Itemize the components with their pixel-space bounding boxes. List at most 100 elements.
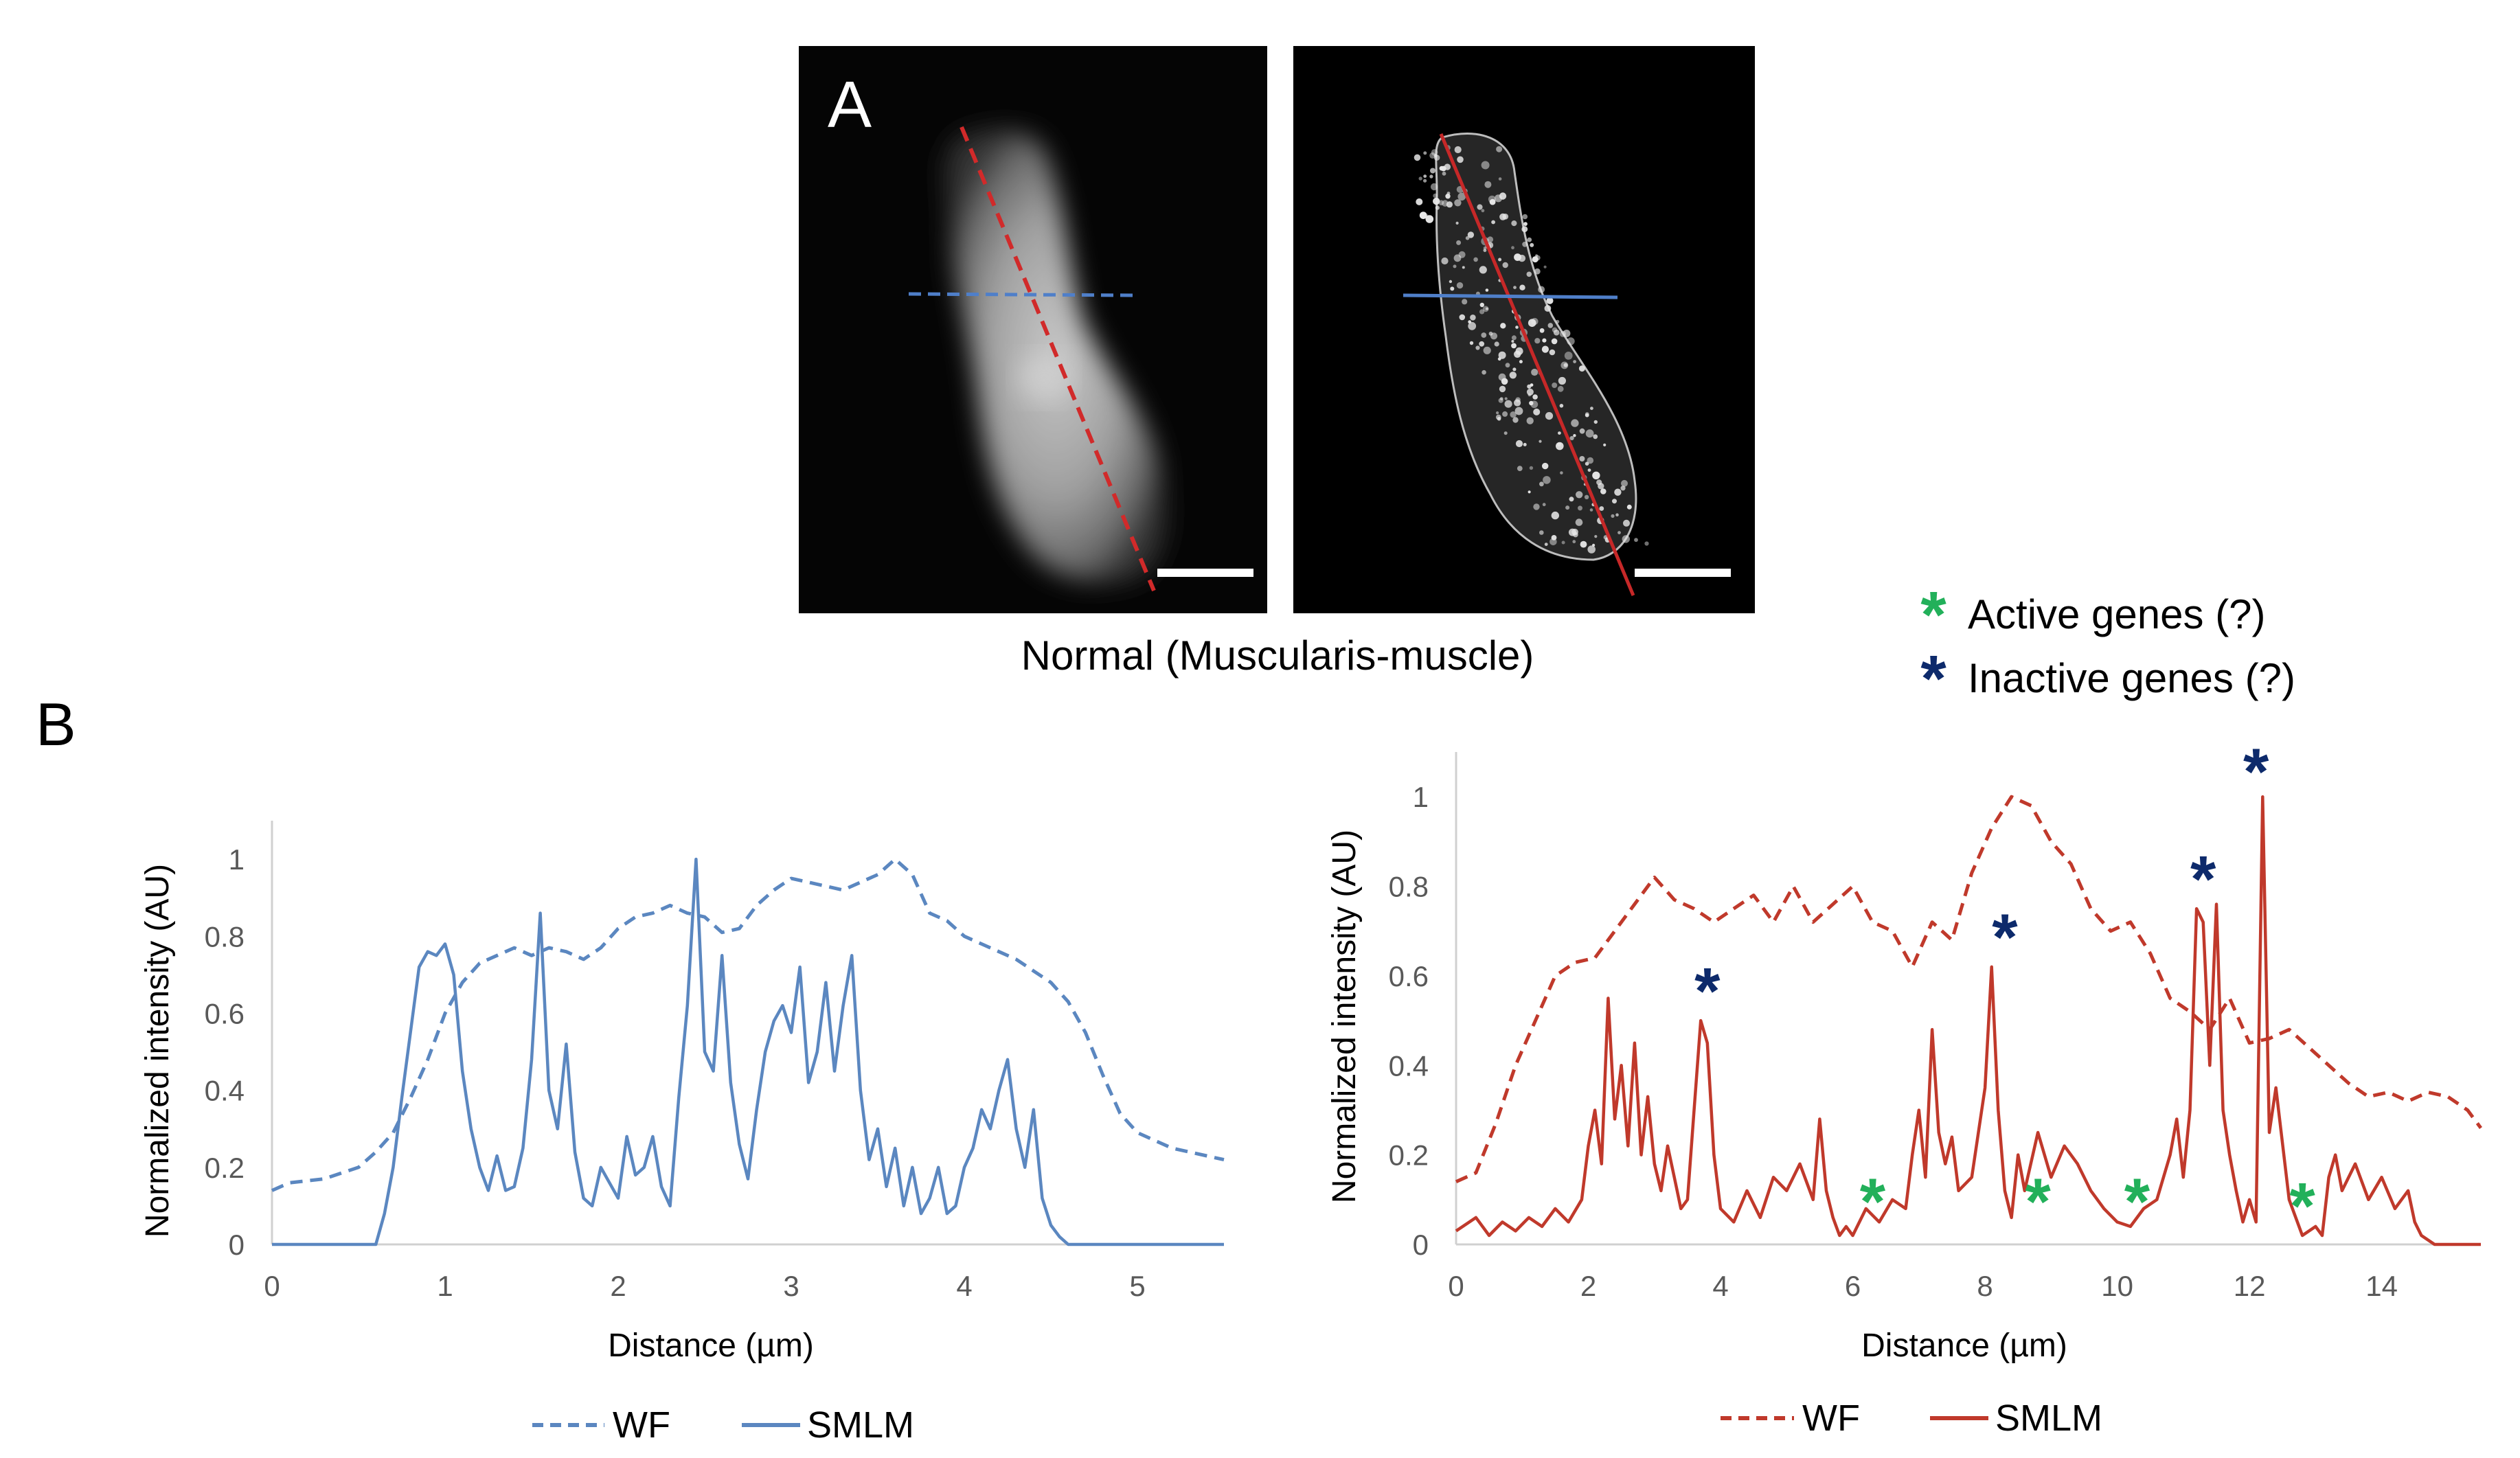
localization-dot xyxy=(1433,193,1438,198)
localization-dot xyxy=(1519,360,1523,364)
localization-dot xyxy=(1430,183,1438,191)
localization-dot xyxy=(1495,414,1501,420)
asterisk-icon: * xyxy=(1920,578,1946,652)
annotation-asterisk: * xyxy=(2289,1170,2315,1243)
localization-dot xyxy=(1532,394,1538,400)
asterisk-icon: * xyxy=(1920,642,1946,716)
localization-dot xyxy=(1488,331,1493,336)
localization-dot xyxy=(1504,400,1512,408)
chart-2-x-axis-title: Distance (µm) xyxy=(1861,1328,2067,1364)
localization-dot xyxy=(1545,412,1554,420)
localization-dot xyxy=(1587,545,1596,554)
annotation-asterisk: * xyxy=(2124,1165,2150,1238)
smlm-image xyxy=(1293,46,1755,613)
localization-dot xyxy=(1563,330,1571,337)
localization-dot xyxy=(1558,376,1566,385)
localization-dot xyxy=(1511,220,1517,227)
localization-dot xyxy=(1449,280,1453,284)
x-tick-label: 2 xyxy=(1580,1270,1596,1302)
localization-dot xyxy=(1559,404,1564,408)
localization-dot xyxy=(1599,506,1604,511)
localization-dot xyxy=(1617,531,1621,534)
localization-dot xyxy=(1593,420,1598,424)
localization-dot xyxy=(1598,483,1604,490)
localization-dot xyxy=(1534,268,1541,275)
series-line-wf xyxy=(271,857,1225,1192)
x-tick-label: 8 xyxy=(1977,1270,1993,1302)
localization-dot xyxy=(1531,368,1539,376)
y-tick-label: 0 xyxy=(1413,1229,1429,1261)
localization-dot xyxy=(1621,479,1628,487)
x-tick-label: 3 xyxy=(783,1270,799,1302)
x-tick-label: 6 xyxy=(1845,1270,1861,1302)
localization-dot xyxy=(1603,443,1607,447)
localization-dot xyxy=(1565,505,1570,510)
annotation-asterisk: * xyxy=(1860,1165,1886,1238)
localization-dot xyxy=(1528,393,1532,397)
y-tick-label: 0.4 xyxy=(1389,1049,1429,1082)
localization-dot xyxy=(1511,246,1514,250)
localization-dot xyxy=(1592,543,1596,547)
localization-dot xyxy=(1445,194,1451,199)
annotation-asterisk: * xyxy=(1694,955,1721,1028)
localization-dot xyxy=(1518,254,1526,262)
x-tick-label: 2 xyxy=(610,1270,626,1302)
localization-dot xyxy=(1552,327,1558,333)
localization-dot xyxy=(1587,457,1594,464)
localization-dot xyxy=(1423,151,1427,155)
localization-dot xyxy=(1502,411,1508,417)
localization-dot xyxy=(1504,397,1508,400)
x-tick-label: 0 xyxy=(1448,1270,1464,1302)
chart-1-x-axis-title: Distance (µm) xyxy=(608,1328,814,1364)
localization-dot xyxy=(1522,241,1528,247)
localization-dot xyxy=(1489,198,1496,205)
localization-dot xyxy=(1542,503,1546,507)
localization-dot xyxy=(1430,168,1435,174)
localization-dot xyxy=(1572,540,1576,544)
localization-dot xyxy=(1479,309,1485,315)
localization-dot xyxy=(1442,200,1449,207)
localization-dot xyxy=(1496,411,1499,415)
y-tick-label: 0.6 xyxy=(205,997,245,1029)
localization-dot xyxy=(1499,192,1507,200)
chart-1-legend: WF SMLM xyxy=(532,1404,914,1446)
localization-dot xyxy=(1546,297,1554,304)
localization-dot xyxy=(1538,286,1545,293)
localization-dot xyxy=(1551,511,1559,520)
x-tick-label: 5 xyxy=(1129,1270,1145,1302)
localization-dot xyxy=(1479,302,1484,308)
localization-dot xyxy=(1600,488,1607,494)
localization-dot xyxy=(1563,363,1568,367)
localization-dot xyxy=(1418,176,1422,181)
localization-dot xyxy=(1509,372,1517,379)
localization-dot xyxy=(1498,258,1502,262)
localization-dot xyxy=(1571,528,1578,536)
localization-dot xyxy=(1514,399,1521,407)
localization-dot xyxy=(1593,434,1598,440)
localization-dot xyxy=(1544,305,1552,312)
localization-dot xyxy=(1626,504,1632,510)
localization-dot xyxy=(1578,505,1582,511)
localization-dot xyxy=(1521,226,1528,233)
series-line-smlm xyxy=(272,857,1224,1246)
localization-dot xyxy=(1575,519,1583,526)
localization-dot xyxy=(1539,440,1542,443)
localization-dot xyxy=(1468,321,1477,330)
localization-dot xyxy=(1560,471,1563,475)
localization-dot xyxy=(1542,338,1547,343)
localization-dot xyxy=(1615,513,1619,516)
annotation-asterisk: * xyxy=(2190,843,2216,916)
localization-dot xyxy=(1499,397,1503,400)
localization-dot xyxy=(1419,212,1427,219)
x-tick-label: 0 xyxy=(264,1270,280,1302)
y-tick-label: 1 xyxy=(1413,781,1429,813)
localization-dot xyxy=(1612,499,1617,504)
localization-dot xyxy=(1510,411,1517,418)
localization-dot xyxy=(1454,146,1462,154)
legend-label-wf: WF xyxy=(1802,1398,1860,1439)
localization-dot xyxy=(1499,213,1507,220)
localization-dot xyxy=(1416,198,1423,205)
localization-dot xyxy=(1513,286,1517,289)
localization-dot xyxy=(1587,468,1591,472)
localization-dot xyxy=(1435,205,1440,210)
